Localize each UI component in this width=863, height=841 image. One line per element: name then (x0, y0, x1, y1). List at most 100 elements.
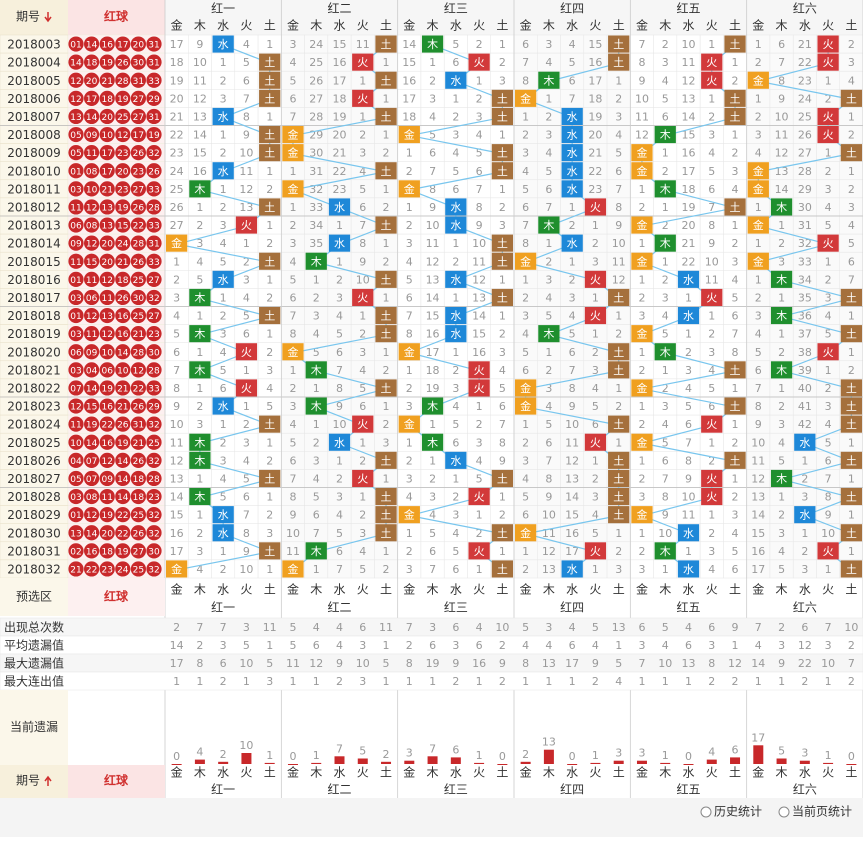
stat-label: 平均遗漏值 (4, 638, 64, 653)
omission-value: 1 (545, 92, 552, 105)
element-label: 木 (194, 766, 206, 780)
omission-value: 3 (545, 273, 552, 286)
omission-value: 27 (309, 92, 323, 105)
stat-value: 2 (708, 675, 715, 688)
omission-value: 13 (751, 491, 765, 504)
radio[interactable] (700, 806, 712, 818)
hit-element: 金 (636, 327, 647, 341)
hit-element: 水 (450, 454, 461, 467)
omission-value: 1 (499, 38, 506, 51)
ball-number: 17 (86, 95, 97, 105)
trend-line (525, 533, 596, 553)
omission-value: 5 (289, 273, 296, 286)
red-ball (68, 380, 84, 396)
hit-element: 金 (753, 73, 764, 87)
omission-value: 1 (173, 255, 180, 268)
element-label: 土 (729, 583, 741, 597)
stat-value: 6 (313, 639, 320, 652)
current-value: 13 (542, 736, 556, 749)
stat-value: 1 (476, 675, 483, 688)
omission-value: 1 (755, 273, 762, 286)
omission-bar (823, 762, 834, 764)
omission-value: 4 (406, 491, 413, 504)
radio[interactable] (778, 806, 790, 818)
omission-value: 1 (708, 38, 715, 51)
omission-value: 2 (755, 291, 762, 304)
red-ball (115, 488, 131, 505)
omission-value: 22 (170, 129, 184, 142)
element-label: 金 (636, 765, 648, 780)
hit-element: 土 (381, 509, 392, 522)
omission-value: 3 (615, 563, 622, 576)
ball-number: 25 (148, 439, 159, 449)
omission-value: 2 (383, 418, 390, 431)
omission-value: 1 (383, 129, 390, 142)
red-head-bg (68, 0, 165, 35)
trend-line (292, 116, 387, 137)
stat-value: 1 (522, 675, 529, 688)
omission-value: 5 (545, 165, 552, 178)
omission-value: 1 (359, 310, 366, 323)
stat-value: 19 (426, 657, 440, 670)
omission-value: 33 (798, 255, 812, 268)
omission-value: 2 (452, 491, 459, 504)
ball-number: 12 (117, 131, 128, 141)
omission-value: 42 (798, 418, 812, 431)
omission-value: 39 (798, 364, 812, 377)
omission-value: 6 (452, 563, 459, 576)
red-ball (115, 326, 131, 342)
omission-value: 18 (333, 92, 347, 105)
red-ball (115, 398, 131, 414)
ball-number: 21 (133, 330, 144, 340)
hit-element: 木 (311, 255, 322, 268)
stat-value: 7 (825, 621, 832, 634)
hit-element: 火 (357, 418, 368, 431)
omission-value: 7 (243, 509, 250, 522)
omission-value: 18 (682, 183, 696, 196)
omission-value: 8 (243, 110, 250, 123)
element-label: 木 (310, 19, 322, 33)
hit-element: 木 (194, 183, 205, 196)
omission-value: 1 (848, 436, 855, 449)
omission-value: 24 (798, 92, 812, 105)
omission-value: 7 (615, 183, 622, 196)
omission-value: 10 (565, 418, 579, 431)
issue-header[interactable]: 期号 (16, 10, 40, 24)
red-ball (68, 54, 84, 70)
omission-value: 4 (243, 291, 250, 304)
stat-value: 2 (173, 621, 180, 634)
omission-value: 12 (565, 454, 579, 467)
hit-element: 土 (613, 38, 624, 51)
omission-value: 1 (452, 346, 459, 359)
omission-value: 4 (778, 436, 785, 449)
omission-value: 5 (173, 328, 180, 341)
omission-value: 13 (170, 472, 184, 485)
omission-value: 6 (522, 509, 529, 522)
stat-button[interactable]: 历史统计 (714, 805, 762, 819)
stat-value: 14 (170, 639, 184, 652)
sort-arrow[interactable] (44, 12, 52, 23)
red-ball (130, 36, 146, 52)
ball-number: 09 (70, 240, 82, 250)
hit-element: 火 (823, 38, 834, 51)
omission-value: 11 (635, 110, 649, 123)
group-label: 红一 (211, 600, 235, 615)
omission-value: 2 (522, 563, 529, 576)
omission-value: 1 (243, 364, 250, 377)
trend-line (199, 297, 270, 318)
ball-number: 31 (133, 421, 144, 431)
omission-value: 12 (239, 183, 253, 196)
stat-value: 4 (662, 639, 669, 652)
omission-bar (706, 759, 717, 764)
omission-value: 2 (266, 291, 273, 304)
omission-value: 7 (545, 201, 552, 214)
red-ball (84, 181, 100, 197)
stat-button[interactable]: 当前页统计 (792, 804, 852, 819)
trend-line (199, 189, 270, 209)
red-ball (84, 543, 100, 559)
hit-element: 木 (194, 491, 205, 504)
omission-value: 1 (545, 237, 552, 250)
hit-element: 木 (311, 400, 322, 413)
omission-value: 6 (569, 74, 576, 87)
omission-value: 2 (638, 364, 645, 377)
